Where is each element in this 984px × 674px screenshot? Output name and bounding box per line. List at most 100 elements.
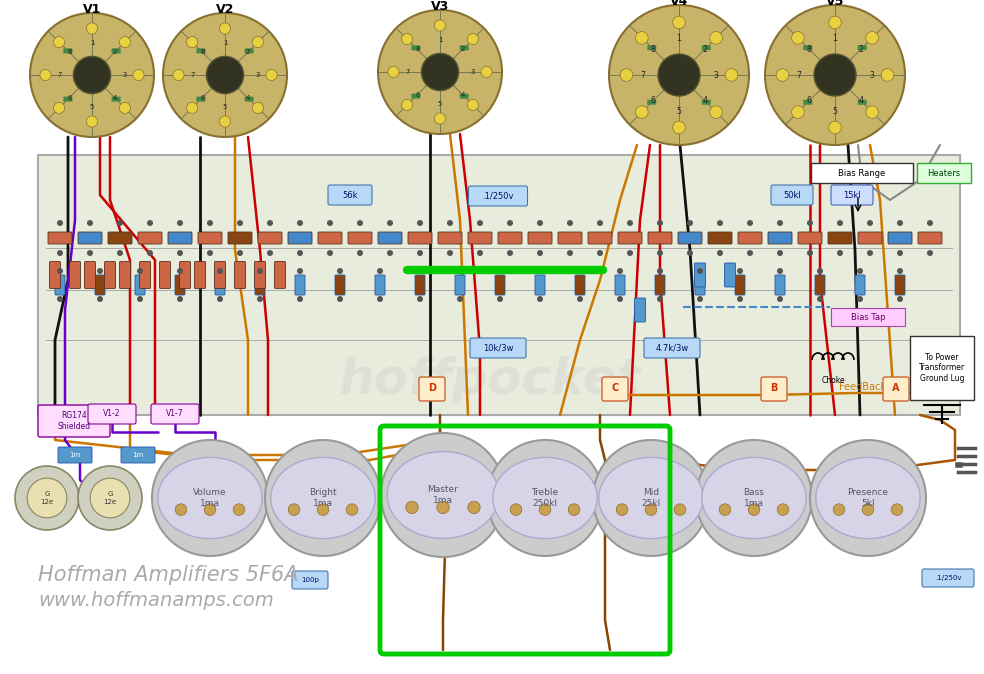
Circle shape (791, 106, 804, 119)
Circle shape (327, 250, 333, 256)
Circle shape (257, 268, 263, 274)
FancyBboxPatch shape (411, 94, 420, 98)
FancyBboxPatch shape (528, 232, 552, 244)
FancyBboxPatch shape (460, 45, 468, 51)
FancyBboxPatch shape (575, 275, 585, 295)
FancyBboxPatch shape (618, 232, 642, 244)
Text: 1: 1 (677, 34, 682, 43)
FancyBboxPatch shape (197, 49, 206, 53)
Circle shape (137, 296, 143, 302)
Circle shape (717, 250, 723, 256)
FancyBboxPatch shape (55, 275, 65, 295)
FancyBboxPatch shape (858, 232, 882, 244)
Ellipse shape (493, 458, 597, 539)
Circle shape (177, 296, 183, 302)
Text: 56k: 56k (342, 191, 358, 200)
Circle shape (497, 268, 503, 274)
Circle shape (421, 53, 459, 90)
Ellipse shape (271, 458, 375, 539)
Circle shape (593, 440, 709, 556)
FancyBboxPatch shape (917, 163, 971, 183)
FancyBboxPatch shape (803, 45, 812, 51)
FancyBboxPatch shape (38, 155, 960, 415)
Circle shape (377, 268, 383, 274)
Circle shape (765, 5, 905, 145)
FancyBboxPatch shape (768, 232, 792, 244)
Circle shape (867, 220, 873, 226)
FancyBboxPatch shape (228, 232, 252, 244)
FancyBboxPatch shape (803, 100, 812, 104)
Circle shape (657, 250, 663, 256)
Circle shape (657, 268, 663, 274)
Circle shape (57, 220, 63, 226)
Circle shape (897, 268, 903, 274)
FancyBboxPatch shape (275, 262, 285, 288)
Circle shape (507, 220, 513, 226)
Circle shape (233, 503, 245, 516)
Text: 8: 8 (650, 44, 655, 54)
Circle shape (119, 102, 131, 113)
Circle shape (265, 440, 381, 556)
Circle shape (467, 34, 478, 44)
Circle shape (616, 503, 628, 516)
FancyBboxPatch shape (348, 232, 372, 244)
Text: RG174
Shielded: RG174 Shielded (57, 411, 91, 431)
Circle shape (78, 466, 142, 530)
Circle shape (747, 220, 753, 226)
Circle shape (567, 250, 573, 256)
Text: 15kl: 15kl (843, 191, 861, 200)
Text: www.hoffmanamps.com: www.hoffmanamps.com (38, 590, 274, 609)
Text: 2: 2 (112, 49, 117, 55)
Circle shape (807, 250, 813, 256)
FancyBboxPatch shape (647, 45, 656, 51)
FancyBboxPatch shape (724, 263, 735, 287)
Text: D: D (428, 383, 436, 393)
FancyBboxPatch shape (438, 232, 462, 244)
Circle shape (207, 57, 244, 94)
Circle shape (152, 440, 268, 556)
Circle shape (297, 220, 303, 226)
Circle shape (147, 250, 153, 256)
Text: 7: 7 (191, 72, 195, 78)
FancyBboxPatch shape (408, 232, 432, 244)
Text: 3: 3 (470, 69, 474, 75)
Circle shape (537, 296, 543, 302)
Circle shape (657, 220, 663, 226)
FancyBboxPatch shape (245, 96, 254, 102)
FancyBboxPatch shape (255, 262, 266, 288)
FancyBboxPatch shape (922, 569, 974, 587)
Circle shape (405, 501, 418, 514)
Circle shape (477, 250, 483, 256)
Circle shape (567, 220, 573, 226)
Text: 5: 5 (438, 101, 442, 107)
Ellipse shape (816, 458, 920, 539)
FancyBboxPatch shape (761, 377, 787, 401)
Circle shape (177, 250, 183, 256)
Text: 6: 6 (650, 96, 655, 105)
Circle shape (417, 268, 423, 274)
Text: 8: 8 (200, 49, 205, 55)
FancyBboxPatch shape (558, 232, 582, 244)
FancyBboxPatch shape (198, 232, 222, 244)
FancyBboxPatch shape (335, 275, 345, 295)
Circle shape (266, 69, 277, 81)
FancyBboxPatch shape (498, 232, 522, 244)
Text: 4: 4 (246, 95, 250, 101)
Text: 10k/3w: 10k/3w (483, 344, 514, 353)
FancyBboxPatch shape (49, 262, 60, 288)
Circle shape (175, 503, 187, 516)
Text: 1: 1 (832, 34, 837, 43)
FancyBboxPatch shape (95, 275, 105, 295)
FancyBboxPatch shape (495, 275, 505, 295)
Circle shape (177, 220, 183, 226)
FancyBboxPatch shape (140, 262, 151, 288)
Circle shape (697, 296, 703, 302)
Text: 4: 4 (703, 96, 707, 105)
Text: V1-2: V1-2 (103, 410, 121, 419)
Text: To Power
Transformer
Ground Lug: To Power Transformer Ground Lug (919, 353, 965, 383)
Circle shape (636, 32, 648, 44)
Text: 8: 8 (415, 47, 419, 52)
Circle shape (537, 268, 543, 274)
Circle shape (53, 36, 65, 48)
FancyBboxPatch shape (648, 232, 672, 244)
